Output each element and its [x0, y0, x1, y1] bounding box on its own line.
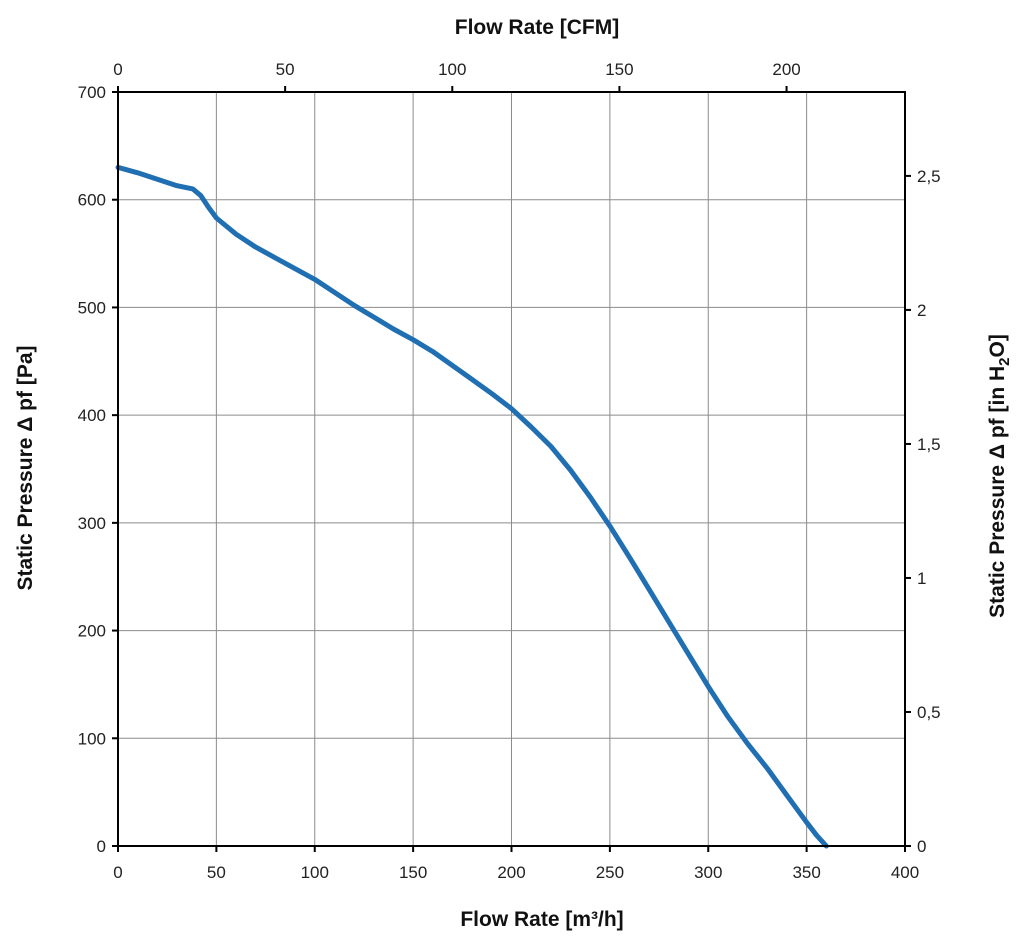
- x-tick-label: 300: [694, 863, 722, 882]
- y-tick-label: 300: [78, 514, 106, 533]
- fan-curve-line: [115, 164, 829, 849]
- y-right-tick-label: 1,5: [917, 435, 941, 454]
- y-axis-title-left: Static Pressure Δ pf [Pa]: [14, 345, 37, 590]
- y-right-tick-label: 2: [917, 301, 926, 320]
- x-top-tick-label: 100: [438, 60, 466, 79]
- x-tick-label: 150: [399, 863, 427, 882]
- y-tick-label: 700: [78, 83, 106, 102]
- y-tick-label: 600: [78, 191, 106, 210]
- y-tick-label: 200: [78, 622, 106, 641]
- axis-ticks: 0 50 100 150 200 250 300 350 4000100200300400500…: [78, 60, 941, 882]
- x-axis-title-bottom: Flow Rate [m³/h]: [460, 908, 623, 931]
- y-axis-title-right-prefix: Static Pressure Δ pf [in H: [986, 366, 1009, 618]
- x-top-tick-label: 0: [113, 60, 122, 79]
- x-tick-label: 0: [113, 863, 122, 882]
- x-axis-title-top: Flow Rate [CFM]: [455, 16, 619, 39]
- x-tick-label: 200: [497, 863, 525, 882]
- x-tick-label: 350: [792, 863, 820, 882]
- y-right-tick-label: 0,5: [917, 703, 941, 722]
- x-top-tick-label: 200: [772, 60, 800, 79]
- y-axis-title-right-suffix: O]: [986, 334, 1009, 357]
- x-tick-label: 50: [207, 863, 226, 882]
- x-top-tick-label: 150: [605, 60, 633, 79]
- x-tick-label: 250: [596, 863, 624, 882]
- series-layer: [115, 164, 829, 849]
- grid-lines: [118, 92, 905, 846]
- x-top-tick-label: 50: [276, 60, 295, 79]
- x-tick-label: 400: [891, 863, 919, 882]
- y-right-tick-label: 2,5: [917, 167, 941, 186]
- y-right-tick-label: 1: [917, 569, 926, 588]
- y-tick-label: 500: [78, 298, 106, 317]
- y-tick-label: 0: [97, 837, 106, 856]
- x-tick-label: 100: [301, 863, 329, 882]
- y-right-tick-label: 0: [917, 837, 926, 856]
- y-tick-label: 100: [78, 729, 106, 748]
- y-tick-label: 400: [78, 406, 106, 425]
- y-axis-title-right: Static Pressure Δ pf [in H2O]: [986, 334, 1013, 618]
- y-axis-title-right-subscript: 2: [996, 357, 1013, 365]
